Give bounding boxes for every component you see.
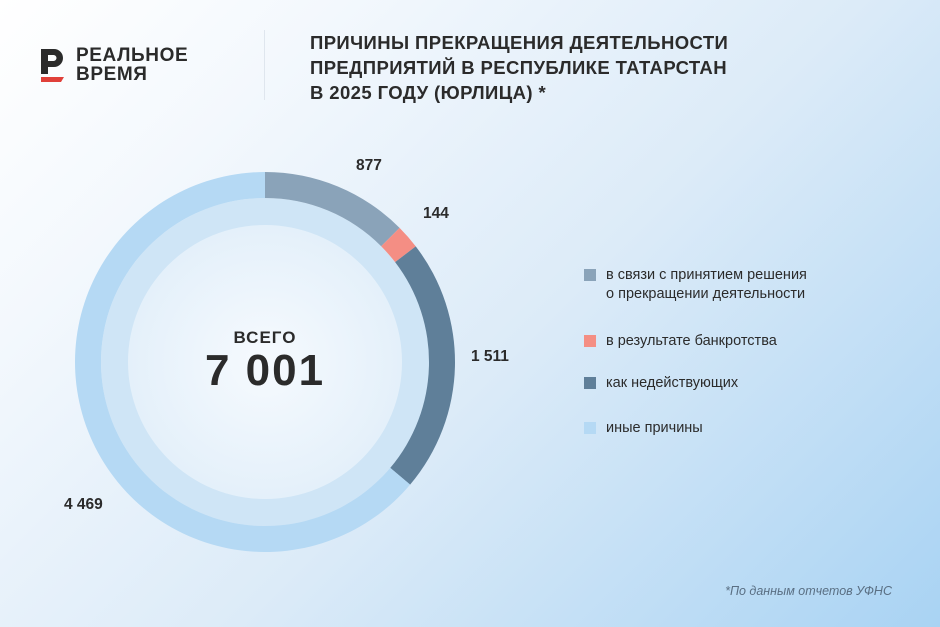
legend-item-bankruptcy: в результате банкротства — [584, 332, 777, 351]
logo-text: РЕАЛЬНОЕ ВРЕМЯ — [76, 46, 188, 84]
center-total: 7 001 — [204, 346, 326, 395]
legend-label: в связи с принятием решения о прекращени… — [606, 267, 807, 302]
data-label-bankruptcy: 144 — [423, 205, 449, 222]
title-line-1: ПРИЧИНЫ ПРЕКРАЩЕНИЯ ДЕЯТЕЛЬНОСТИ — [310, 32, 729, 53]
segment-inactive — [390, 246, 456, 485]
center-caption: ВСЕГО — [233, 328, 297, 347]
logo: РЕАЛЬНОЕ ВРЕМЯ — [38, 46, 188, 84]
title-line-3: В 2025 ГОДУ (ЮРЛИЦА) * — [310, 82, 547, 103]
header-divider — [264, 30, 265, 100]
legend-label: иные причины — [606, 420, 703, 436]
legend-swatch — [584, 377, 596, 389]
data-label-decision: 877 — [356, 157, 382, 174]
segment-bankruptcy — [381, 227, 416, 263]
legend-item-decision: в связи с принятием решения о прекращени… — [584, 266, 807, 304]
logo-mark-icon — [41, 49, 64, 82]
legend-swatch — [584, 269, 596, 281]
footnote: *По данным отчетов УФНС — [725, 584, 892, 598]
legend-swatch — [584, 335, 596, 347]
logo-line-1: РЕАЛЬНОЕ — [76, 45, 189, 66]
title-line-2: ПРЕДПРИЯТИЙ В РЕСПУБЛИКЕ ТАТАРСТАН — [310, 57, 727, 78]
center-disc — [128, 225, 402, 499]
segment-other — [75, 172, 411, 552]
chart-title: ПРИЧИНЫ ПРЕКРАЩЕНИЯ ДЕЯТЕЛЬНОСТИ ПРЕДПРИ… — [310, 30, 790, 105]
legend-item-inactive: как недействующих — [584, 374, 738, 393]
logo-line-2: ВРЕМЯ — [76, 64, 148, 85]
legend-swatch — [584, 422, 596, 434]
donut-segments — [75, 172, 456, 552]
legend-item-other: иные причины — [584, 419, 703, 438]
legend-label: в результате банкротства — [606, 333, 777, 349]
data-label-other: 4 469 — [64, 496, 103, 513]
data-label-inactive: 1 511 — [471, 348, 509, 365]
legend-label: как недействующих — [606, 375, 739, 391]
segment-decision — [265, 172, 400, 247]
